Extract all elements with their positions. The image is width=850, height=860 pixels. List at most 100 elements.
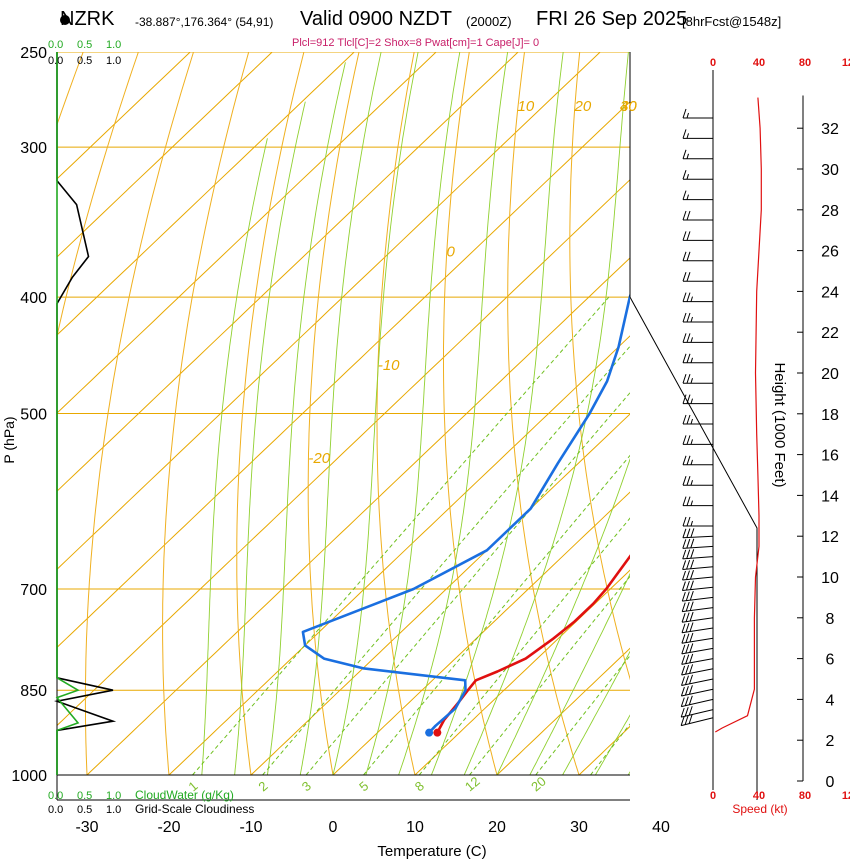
isotherm-line: [86, 257, 630, 775]
cloudiness-bottom-tick: 0.5: [77, 804, 92, 816]
speed-top-tick: 80: [799, 57, 811, 69]
cloud-water-bottom-tick: 0.5: [77, 790, 92, 802]
wind-barb: [682, 170, 713, 180]
height-tick-label: 30: [821, 162, 839, 179]
dry-adiabat-line: [629, 142, 630, 223]
wind-barb: [682, 516, 713, 527]
cloud-water-bottom-tick: 1.0: [106, 790, 121, 802]
dry-adiabat-line: [507, 52, 580, 775]
wind-barb: [682, 312, 713, 323]
mixing-ratio-line: [590, 723, 630, 775]
dry-adiabat-line: [307, 52, 360, 775]
dry-adiabat-line: [688, 31, 836, 801]
isotherm-line: [57, 52, 355, 336]
wind-speed-profile: [714, 97, 762, 733]
moist-adiabat-line: [299, 52, 382, 775]
wind-barb: [682, 190, 713, 201]
cloud-water-profile: [55, 52, 80, 775]
surface-dewpoint-dot: [425, 728, 434, 737]
dry-adiabat-line: [236, 52, 305, 775]
cloudiness-label: Grid-Scale Cloudiness: [135, 802, 254, 816]
wind-barb: [682, 292, 713, 303]
forecast-run: [8hrFcst@1548z]: [682, 14, 782, 29]
mixing-ratio-label: 3: [299, 778, 314, 794]
wind-barb: [682, 394, 713, 405]
cloudiness-bottom-tick: 0.0: [48, 804, 63, 816]
cloudiness-top-tick: 1.0: [106, 55, 121, 67]
height-tick-label: 2: [826, 733, 835, 750]
temperature-tick-label: 30: [570, 819, 588, 836]
wind-barb: [682, 251, 713, 262]
moist-adiabat-line: [529, 572, 630, 775]
isotherm-line: [57, 179, 630, 727]
wind-panel-outline: [629, 296, 758, 800]
speed-top-tick: 40: [753, 57, 765, 69]
speed-top-tick: 0: [710, 57, 716, 69]
cloudiness-top-tick: 0.0: [48, 55, 63, 67]
wind-barb: [682, 414, 713, 425]
station-id: NZRK: [60, 8, 115, 30]
pressure-tick-label: 500: [20, 407, 47, 424]
station-marker-icon: [60, 15, 70, 25]
moist-adiabat-line: [365, 52, 461, 775]
temperature-tick-label: 0: [329, 819, 338, 836]
valid-time: Valid 0900 NZDT: [300, 8, 452, 30]
wind-barb: [681, 601, 714, 613]
valid-date: FRI 26 Sep 2025: [536, 8, 688, 30]
sounding-parameters: Plcl=912 Tlcl[C]=2 Shox=8 Pwat[cm]=1 Cap…: [292, 37, 540, 49]
dry-adiabat-label: 10: [518, 98, 535, 115]
temperature-profile: [436, 554, 630, 734]
isotherm-line: [57, 100, 630, 649]
cloudiness-top-tick: 0.5: [77, 55, 92, 67]
height-tick-label: 24: [821, 284, 839, 301]
height-tick-label: 10: [821, 570, 839, 587]
zulu-time: (2000Z): [466, 14, 512, 29]
wind-barb: [682, 435, 713, 445]
speed-bottom-tick: 80: [799, 790, 811, 802]
cloud-water-top-tick: 1.0: [106, 39, 121, 51]
plot-area: [57, 31, 836, 801]
height-tick-label: 32: [821, 121, 839, 138]
wind-barb: [682, 455, 713, 466]
moist-adiabat-line: [266, 62, 346, 775]
wind-barb: [682, 570, 714, 581]
moist-adiabat-line: [463, 52, 629, 775]
moist-adiabat-line: [332, 52, 419, 775]
dry-adiabat-label: 20: [574, 98, 592, 115]
wind-barb: [682, 129, 713, 139]
height-tick-label: 6: [826, 652, 835, 669]
mixing-ratio-line: [305, 392, 630, 775]
height-tick-label: 12: [821, 529, 839, 546]
wind-barb: [681, 664, 714, 676]
wind-barb: [681, 580, 714, 592]
wind-barb: [681, 590, 714, 602]
wind-barb: [681, 611, 714, 623]
wind-barb: [682, 476, 713, 486]
speed-bottom-tick: 0: [710, 790, 716, 802]
wind-barb: [682, 353, 713, 364]
mixing-ratio-line: [192, 296, 610, 775]
speed-top-tick: 120: [842, 57, 850, 69]
mixing-ratio-label: 2: [255, 778, 270, 794]
wind-barb: [680, 706, 714, 718]
speed-bottom-tick: 120: [842, 790, 850, 802]
wind-barb: [680, 695, 714, 708]
mixing-ratio-line: [363, 454, 630, 775]
moist-adiabat-line: [627, 771, 630, 775]
cloud-water-top-tick: 0.0: [48, 39, 63, 51]
wind-barb: [682, 108, 713, 119]
wind-barb: [682, 231, 713, 241]
height-tick-label: 20: [821, 366, 839, 383]
dry-adiabat-label: 30: [620, 98, 637, 115]
moist-adiabat-line: [234, 101, 306, 775]
surface-temperature-dot: [433, 728, 442, 737]
height-tick-label: 8: [826, 611, 835, 628]
temperature-axis-label: Temperature (C): [377, 843, 486, 860]
pressure-tick-label: 1000: [11, 768, 47, 785]
wind-barb: [682, 272, 713, 282]
wind-barb: [682, 559, 714, 570]
wind-barb: [682, 210, 713, 221]
station-location: -38.887°,176.364° (54,91): [135, 15, 274, 29]
isotherm-line: [496, 647, 630, 775]
